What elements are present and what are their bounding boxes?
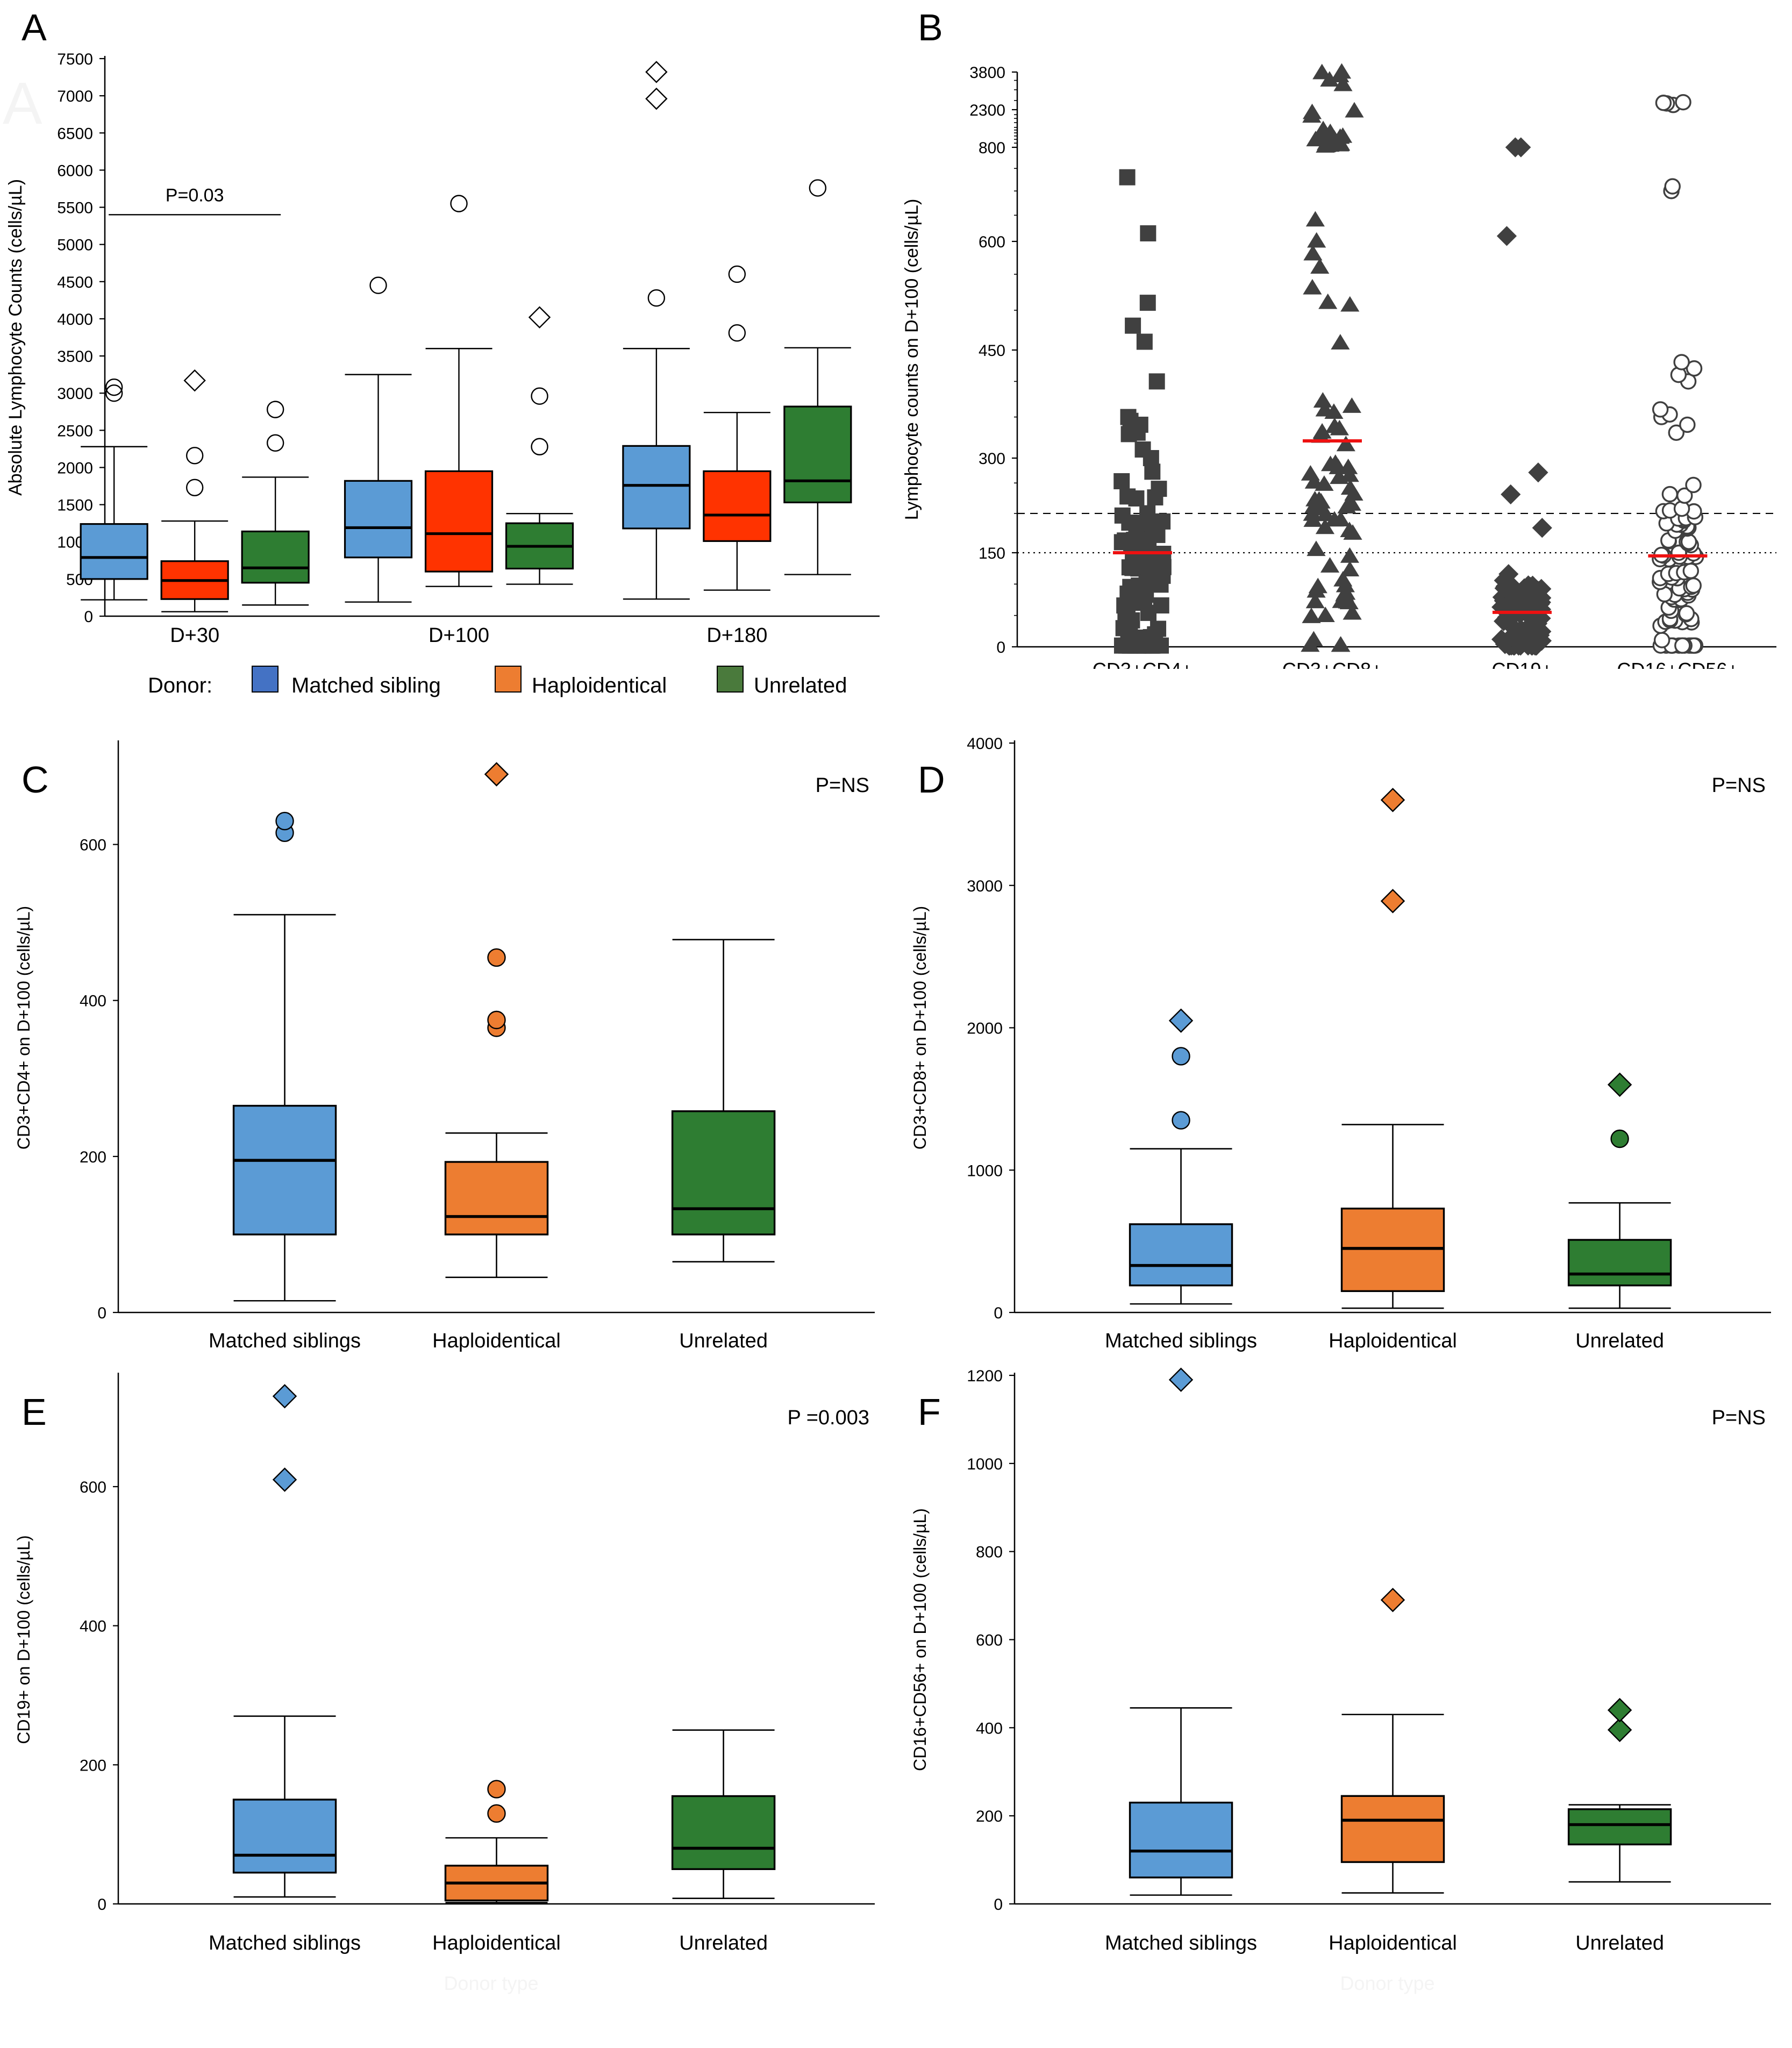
svg-text:A: A [22, 6, 47, 48]
svg-text:600: 600 [80, 1479, 106, 1496]
svg-text:0: 0 [97, 1304, 106, 1322]
svg-text:P=0.03: P=0.03 [166, 185, 224, 205]
svg-text:Unrelated: Unrelated [754, 674, 847, 697]
svg-text:CD16+CD56+ on D+100 (cells/µL): CD16+CD56+ on D+100 (cells/µL) [910, 1508, 930, 1771]
svg-text:Donor type: Donor type [444, 1972, 538, 1994]
svg-text:4000: 4000 [57, 311, 93, 329]
svg-text:200: 200 [80, 1757, 106, 1774]
svg-text:CD16+CD56+: CD16+CD56+ [1617, 659, 1738, 669]
svg-text:800: 800 [975, 1543, 1002, 1561]
svg-text:300: 300 [978, 450, 1005, 468]
svg-text:D+100: D+100 [429, 624, 489, 647]
svg-text:Absolute Lymphocyte Counts (ce: Absolute Lymphocyte Counts (cells/µL) [5, 179, 26, 496]
svg-text:4500: 4500 [57, 274, 93, 291]
svg-text:Haploidentical: Haploidentical [1329, 1330, 1457, 1352]
svg-text:A: A [3, 70, 42, 137]
svg-text:5500: 5500 [57, 199, 93, 217]
svg-text:600: 600 [80, 837, 106, 854]
svg-text:Matched siblings: Matched siblings [209, 1932, 361, 1954]
svg-text:0: 0 [994, 1304, 1003, 1322]
svg-text:CD3+CD8+: CD3+CD8+ [1282, 659, 1382, 669]
svg-text:P=NS: P=NS [1711, 1407, 1765, 1429]
svg-text:3000: 3000 [967, 877, 1003, 895]
svg-text:400: 400 [975, 1719, 1002, 1737]
svg-text:0: 0 [97, 1896, 106, 1914]
svg-text:2000: 2000 [57, 459, 93, 477]
svg-text:C: C [22, 759, 49, 801]
svg-text:600: 600 [975, 1631, 1002, 1649]
svg-text:Haploidentical: Haploidentical [432, 1932, 561, 1954]
svg-text:CD19+ on D+100 (cells/µL): CD19+ on D+100 (cells/µL) [14, 1535, 33, 1744]
svg-text:2000: 2000 [967, 1020, 1003, 1038]
svg-text:600: 600 [978, 233, 1005, 251]
svg-text:P=NS: P=NS [1711, 774, 1765, 797]
svg-text:Haploidentical: Haploidentical [532, 674, 667, 697]
svg-text:7500: 7500 [57, 51, 93, 68]
svg-text:CD3+CD8+ on D+100 (cells/µL): CD3+CD8+ on D+100 (cells/µL) [910, 906, 930, 1150]
svg-text:Unrelated: Unrelated [679, 1932, 768, 1954]
svg-text:3500: 3500 [57, 348, 93, 366]
svg-text:Lymphocyte counts on D+100 (ce: Lymphocyte counts on D+100 (cells/µL) [902, 199, 922, 520]
svg-text:Matched siblings: Matched siblings [1105, 1932, 1257, 1954]
svg-text:1500: 1500 [57, 497, 93, 515]
svg-text:3800: 3800 [969, 64, 1005, 82]
svg-text:Unrelated: Unrelated [1575, 1330, 1664, 1352]
svg-text:D+180: D+180 [706, 624, 767, 647]
svg-text:0: 0 [994, 1896, 1003, 1914]
svg-text:150: 150 [978, 545, 1005, 562]
svg-text:4000: 4000 [967, 735, 1003, 753]
svg-text:2300: 2300 [969, 102, 1005, 119]
svg-text:P=NS: P=NS [816, 774, 869, 797]
svg-text:7000: 7000 [57, 88, 93, 105]
svg-text:CD19+: CD19+ [1491, 659, 1552, 669]
svg-text:1000: 1000 [967, 1162, 1003, 1180]
svg-text:Haploidentical: Haploidentical [432, 1330, 561, 1352]
svg-text:200: 200 [975, 1808, 1002, 1825]
svg-text:3000: 3000 [57, 385, 93, 403]
svg-text:Unrelated: Unrelated [679, 1330, 768, 1352]
svg-text:6500: 6500 [57, 125, 93, 142]
svg-text:CD3+CD4+: CD3+CD4+ [1092, 659, 1192, 669]
svg-text:1000: 1000 [967, 1455, 1003, 1473]
svg-text:B: B [918, 6, 943, 48]
svg-text:6000: 6000 [57, 162, 93, 180]
svg-text:1200: 1200 [967, 1367, 1003, 1385]
svg-text:0: 0 [996, 639, 1005, 656]
svg-text:F: F [918, 1391, 941, 1433]
svg-text:CD3+CD4+ on D+100 (cells/µL): CD3+CD4+ on D+100 (cells/µL) [14, 906, 33, 1150]
svg-text:200: 200 [80, 1148, 106, 1166]
svg-text:D: D [918, 759, 945, 801]
svg-text:400: 400 [80, 1617, 106, 1635]
svg-text:450: 450 [978, 342, 1005, 360]
svg-text:2500: 2500 [57, 422, 93, 440]
svg-text:E: E [22, 1391, 47, 1433]
svg-text:800: 800 [978, 139, 1005, 157]
svg-text:Donor type: Donor type [1340, 1972, 1434, 1994]
svg-text:Matched siblings: Matched siblings [209, 1330, 361, 1352]
svg-text:400: 400 [80, 993, 106, 1010]
svg-text:Matched sibling: Matched sibling [291, 674, 441, 697]
svg-text:5000: 5000 [57, 237, 93, 254]
svg-text:Haploidentical: Haploidentical [1329, 1932, 1457, 1954]
svg-text:D+30: D+30 [170, 624, 219, 647]
svg-text:Unrelated: Unrelated [1575, 1932, 1664, 1954]
svg-text:Matched siblings: Matched siblings [1105, 1330, 1257, 1352]
svg-text:Donor:: Donor: [148, 674, 212, 697]
svg-text:P =0.003: P =0.003 [787, 1407, 869, 1429]
svg-text:0: 0 [84, 608, 93, 626]
